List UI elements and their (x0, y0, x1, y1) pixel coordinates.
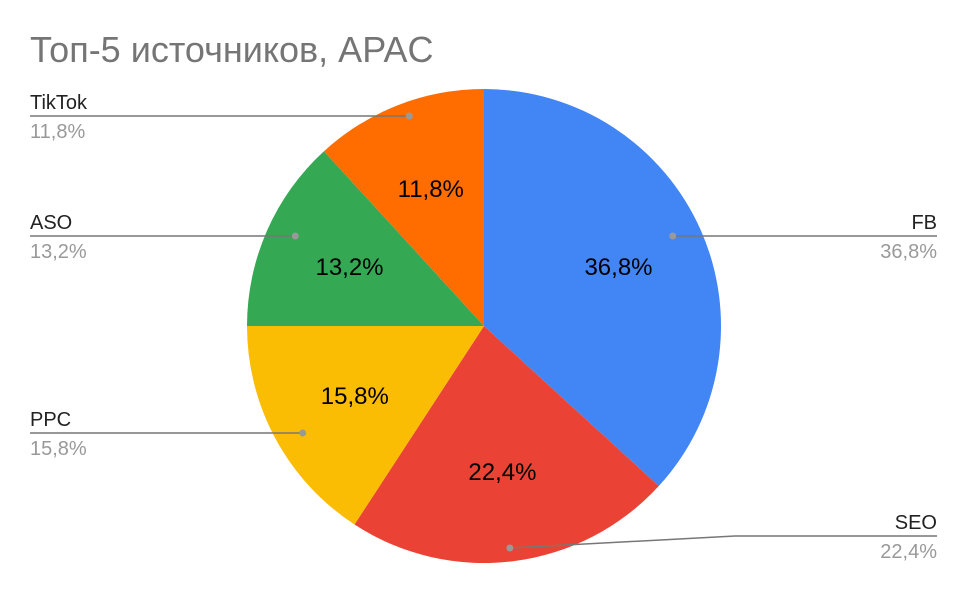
slice-label: 13,2% (315, 254, 383, 281)
chart-title: Топ-5 источников, APAC (30, 29, 434, 70)
slice-label: 15,8% (321, 383, 389, 410)
legend-label: ASO (30, 212, 72, 234)
outside-value-label: 36,8% (880, 241, 937, 263)
slice-label: 22,4% (468, 459, 536, 486)
leader-line (509, 535, 937, 549)
leader-dot (506, 544, 514, 552)
legend-label: FB (911, 212, 937, 234)
leader-dot (405, 112, 413, 120)
pie-slice (323, 89, 484, 326)
leader-dot (299, 429, 307, 437)
slice-label: 36,8% (584, 254, 652, 281)
pie-slice (247, 326, 484, 525)
leader-dot (669, 232, 677, 240)
outside-value-label: 13,2% (30, 241, 87, 263)
pie-slice (484, 89, 721, 487)
legend-label: PPC (30, 409, 71, 431)
pie-slice (247, 151, 484, 326)
outside-value-label: 15,8% (30, 438, 87, 460)
pie-slice (354, 326, 659, 563)
legend-label: SEO (895, 512, 937, 534)
outside-value-label: 22,4% (880, 541, 937, 563)
slice-label: 11,8% (398, 176, 464, 203)
leader-dot (291, 232, 299, 240)
outside-value-label: 11,8% (30, 121, 85, 143)
legend-label: TikTok (30, 92, 88, 114)
